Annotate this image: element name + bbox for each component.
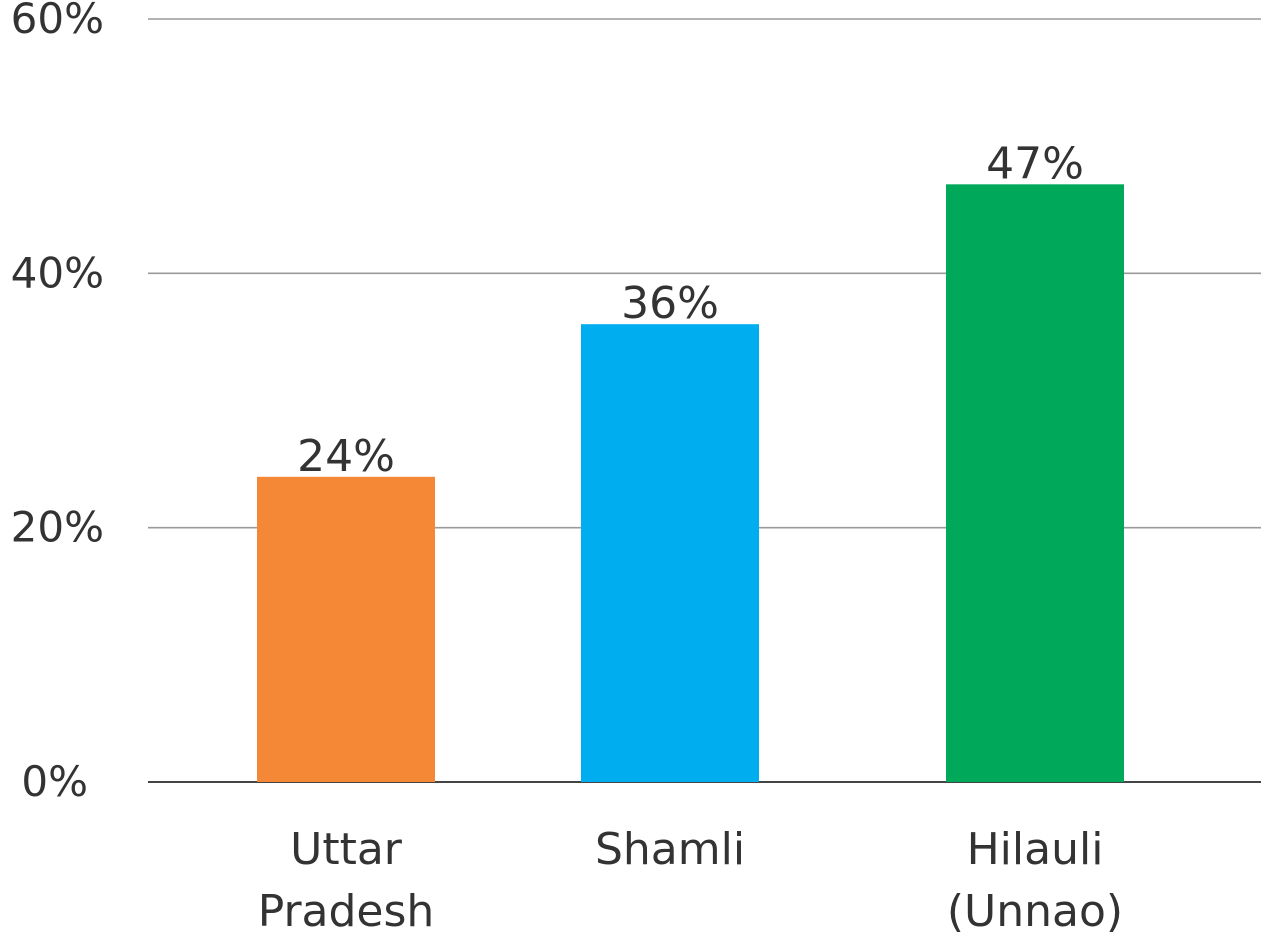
y-axis-ticks: 0% 20% 40% 60% (11, 0, 104, 806)
x-axis-categories: Uttar Pradesh Shamli Hilauli (Unnao) (258, 824, 1123, 937)
bar-3 (946, 184, 1124, 783)
category-label-line: Pradesh (258, 886, 435, 937)
bar-value-label: 24% (297, 431, 395, 482)
category-label-line: Hilauli (967, 824, 1104, 875)
category-label-line: (Unnao) (947, 886, 1123, 937)
bars (257, 184, 1124, 783)
category-label-line: Uttar (290, 824, 403, 875)
category-label-line: Shamli (595, 824, 745, 875)
bar-1 (257, 476, 435, 782)
data-labels: 24% 36% 47% (297, 138, 1084, 481)
bar-2 (581, 324, 759, 782)
bar-value-label: 36% (621, 278, 719, 329)
bar-value-label: 47% (986, 138, 1084, 189)
y-tick-label: 0% (21, 757, 88, 806)
y-tick-label: 20% (11, 503, 104, 552)
category-label: Shamli (595, 824, 745, 875)
category-label: Hilauli (Unnao) (947, 824, 1123, 937)
y-tick-label: 40% (11, 248, 104, 297)
y-tick-label: 60% (11, 0, 104, 43)
category-label: Uttar Pradesh (258, 824, 435, 937)
